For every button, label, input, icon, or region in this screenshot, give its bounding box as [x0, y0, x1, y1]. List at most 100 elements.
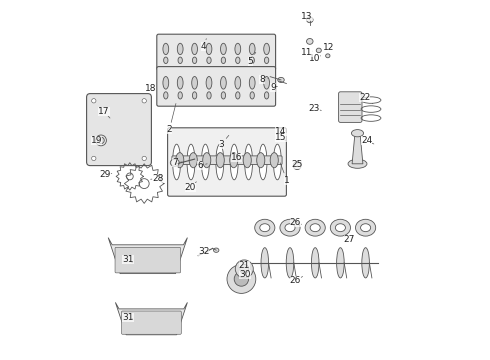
Ellipse shape [142, 99, 147, 103]
Ellipse shape [278, 77, 284, 82]
Text: 24: 24 [361, 136, 374, 145]
Ellipse shape [192, 43, 197, 55]
Ellipse shape [216, 153, 224, 168]
Ellipse shape [236, 57, 240, 64]
Ellipse shape [192, 77, 197, 89]
Ellipse shape [307, 39, 313, 44]
Ellipse shape [221, 92, 225, 99]
Polygon shape [352, 135, 363, 164]
Ellipse shape [280, 219, 300, 236]
Text: 8: 8 [259, 76, 269, 85]
Ellipse shape [264, 77, 270, 89]
Ellipse shape [264, 43, 270, 55]
Ellipse shape [243, 153, 251, 168]
Text: 29: 29 [99, 170, 112, 179]
Ellipse shape [220, 43, 226, 55]
Ellipse shape [177, 77, 183, 89]
Text: 9: 9 [270, 83, 277, 92]
Ellipse shape [171, 159, 179, 166]
Ellipse shape [312, 248, 319, 278]
Ellipse shape [260, 224, 270, 232]
Ellipse shape [351, 130, 364, 137]
Ellipse shape [142, 156, 147, 161]
Ellipse shape [206, 43, 212, 55]
Text: 6: 6 [197, 161, 207, 170]
Text: 19: 19 [91, 136, 102, 145]
Text: 18: 18 [145, 84, 156, 93]
Ellipse shape [98, 137, 104, 144]
Ellipse shape [235, 260, 253, 278]
Ellipse shape [178, 92, 182, 99]
Ellipse shape [265, 92, 269, 99]
FancyBboxPatch shape [172, 156, 282, 165]
Ellipse shape [261, 248, 269, 278]
Text: 17: 17 [98, 107, 110, 118]
Ellipse shape [305, 219, 325, 236]
Text: 13: 13 [301, 13, 313, 22]
Ellipse shape [249, 43, 255, 55]
Ellipse shape [177, 43, 183, 55]
Polygon shape [116, 302, 187, 335]
Ellipse shape [240, 264, 249, 274]
Text: 12: 12 [323, 43, 335, 52]
Ellipse shape [250, 92, 254, 99]
Ellipse shape [316, 48, 321, 53]
Text: 10: 10 [309, 54, 320, 63]
Ellipse shape [235, 77, 241, 89]
Text: 30: 30 [239, 270, 251, 279]
Ellipse shape [172, 144, 180, 180]
Text: 7: 7 [172, 158, 182, 167]
Ellipse shape [216, 144, 224, 180]
Text: 22: 22 [359, 93, 373, 104]
Text: 31: 31 [122, 313, 134, 322]
Polygon shape [108, 238, 187, 274]
FancyBboxPatch shape [122, 311, 181, 334]
Ellipse shape [203, 153, 211, 168]
Ellipse shape [193, 92, 197, 99]
Ellipse shape [230, 144, 238, 180]
Ellipse shape [245, 144, 252, 180]
Ellipse shape [178, 57, 182, 64]
Text: 4: 4 [201, 39, 206, 51]
FancyBboxPatch shape [115, 247, 180, 273]
Ellipse shape [326, 54, 330, 58]
Ellipse shape [227, 265, 256, 293]
Text: 15: 15 [275, 134, 287, 143]
Ellipse shape [234, 272, 248, 286]
Ellipse shape [250, 57, 254, 64]
Ellipse shape [335, 224, 345, 232]
Ellipse shape [164, 57, 168, 64]
Ellipse shape [259, 144, 267, 180]
FancyBboxPatch shape [87, 94, 151, 166]
Ellipse shape [207, 92, 211, 99]
Ellipse shape [286, 248, 294, 278]
Text: 23: 23 [308, 104, 321, 113]
Ellipse shape [176, 153, 184, 168]
Ellipse shape [265, 57, 269, 64]
Ellipse shape [163, 77, 169, 89]
Ellipse shape [221, 57, 225, 64]
FancyBboxPatch shape [339, 92, 362, 122]
Ellipse shape [163, 43, 169, 55]
Ellipse shape [201, 144, 209, 180]
Ellipse shape [361, 224, 370, 232]
Text: 11: 11 [301, 49, 313, 58]
Text: 31: 31 [122, 256, 134, 264]
Ellipse shape [273, 144, 281, 180]
Ellipse shape [310, 224, 320, 232]
Ellipse shape [206, 77, 212, 89]
Text: 32: 32 [198, 247, 209, 256]
Text: 26: 26 [290, 218, 301, 227]
Ellipse shape [255, 219, 275, 236]
Ellipse shape [330, 219, 350, 236]
Text: 14: 14 [275, 127, 287, 136]
Text: 26: 26 [290, 276, 303, 285]
Ellipse shape [348, 159, 367, 168]
Ellipse shape [257, 153, 265, 168]
FancyBboxPatch shape [157, 67, 275, 106]
Text: 21: 21 [239, 261, 250, 270]
Text: 28: 28 [151, 174, 164, 183]
Ellipse shape [270, 153, 278, 168]
Text: 2: 2 [167, 103, 176, 134]
Ellipse shape [214, 248, 219, 252]
